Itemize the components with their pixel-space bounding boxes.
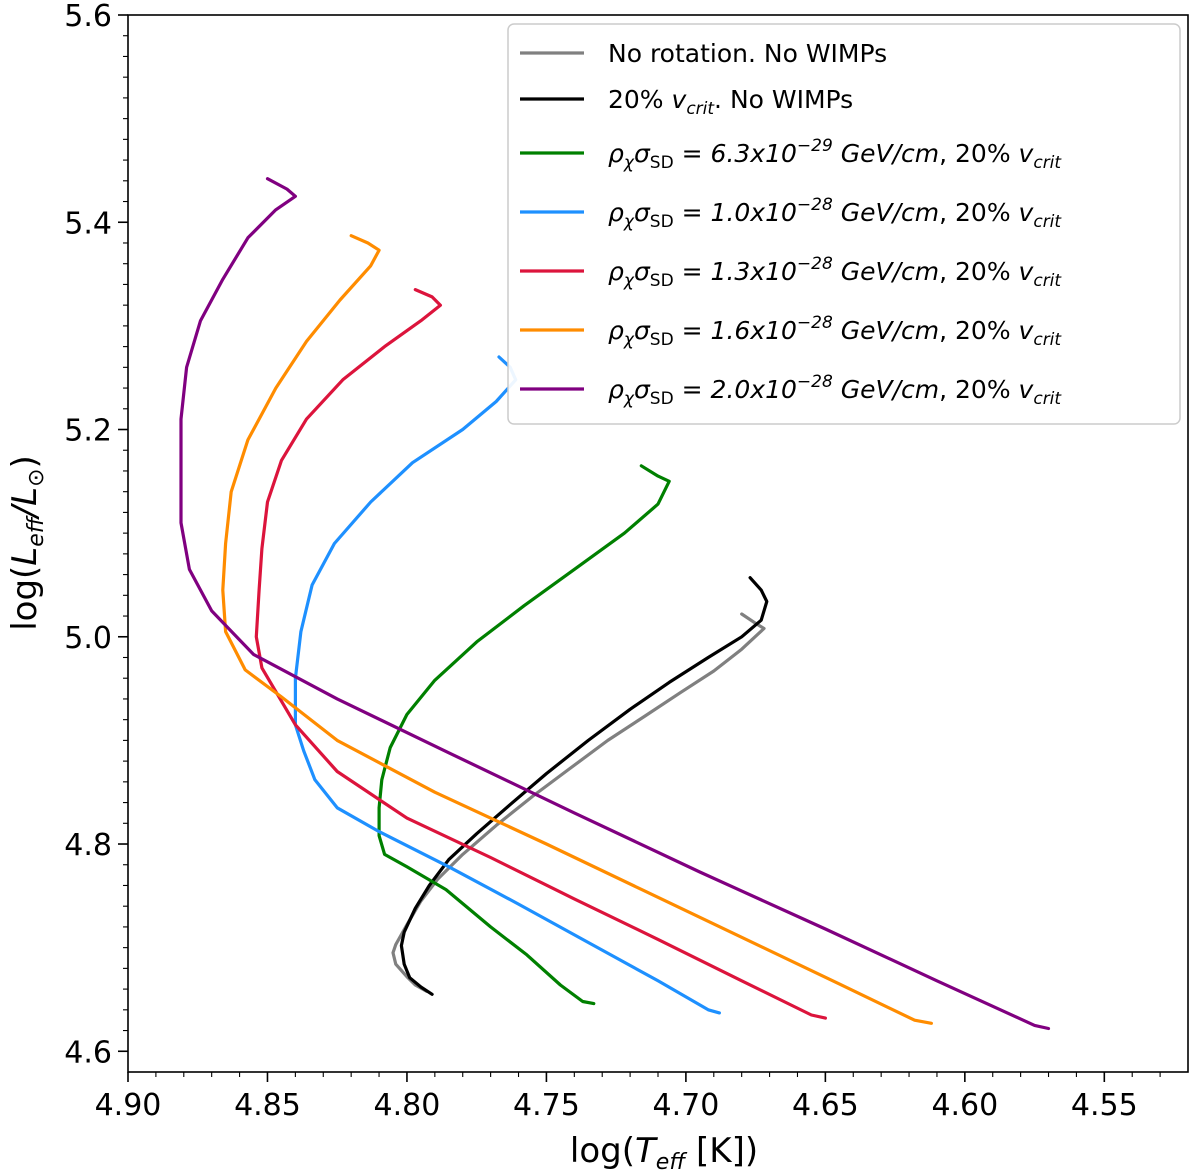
plot-frame xyxy=(127,14,1189,1073)
series-line-1 xyxy=(399,576,769,996)
legend-label-1-3e-28: ρχσSD = 1.3x10−28 GeV/cm, 20% vcrit xyxy=(608,254,1062,291)
y-axis-label: log(Leff/L⊙) xyxy=(5,455,49,631)
x-axis-ticks: 4.90 4.85 4.80 4.75 4.70 4.65 4.60 4.55 xyxy=(95,1072,1161,1123)
y-tick-label: 4.6 xyxy=(64,1035,112,1070)
series-line-0 xyxy=(391,612,766,993)
series-line-2 xyxy=(377,464,671,1006)
series-line-5 xyxy=(221,234,933,1025)
x-tick-label: 4.80 xyxy=(374,1088,441,1123)
x-tick-label: 4.55 xyxy=(1071,1088,1138,1123)
series-line-3 xyxy=(293,355,721,1015)
y-tick-label: 5.0 xyxy=(64,621,112,656)
x-tick-label: 4.60 xyxy=(931,1088,998,1123)
legend-label-20pct-vcrit: 20% vcrit. No WIMPs xyxy=(608,85,853,119)
legend-label-2-0e-28: ρχσSD = 2.0x10−28 GeV/cm, 20% vcrit xyxy=(608,372,1062,409)
x-axis-label: log(Teff [K]) xyxy=(570,1131,758,1174)
series-line-6 xyxy=(179,177,1051,1031)
legend-label-1-6e-28: ρχσSD = 1.6x10−28 GeV/cm, 20% vcrit xyxy=(608,313,1062,350)
legend: No rotation. No WIMPs 20% vcrit. No WIMP… xyxy=(507,23,1181,425)
y-tick-label: 5.6 xyxy=(64,0,112,34)
y-tick-label: 5.4 xyxy=(64,206,112,241)
y-tick-label: 4.8 xyxy=(64,828,112,863)
x-tick-label: 4.85 xyxy=(234,1088,301,1123)
legend-label-1-0e-28: ρχσSD = 1.0x10−28 GeV/cm, 20% vcrit xyxy=(608,195,1062,232)
x-tick-label: 4.65 xyxy=(792,1088,859,1123)
series-line-4 xyxy=(254,288,827,1020)
y-tick-label: 5.2 xyxy=(64,414,112,449)
legend-box xyxy=(507,23,1181,425)
x-tick-label: 4.90 xyxy=(95,1088,162,1123)
series-layer xyxy=(179,177,1051,1031)
legend-label-6-3e-29: ρχσSD = 6.3x10−29 GeV/cm, 20% vcrit xyxy=(608,136,1062,173)
x-tick-label: 4.70 xyxy=(652,1088,719,1123)
legend-label-no-rotation: No rotation. No WIMPs xyxy=(608,39,887,68)
x-tick-label: 4.75 xyxy=(513,1088,580,1123)
y-axis-ticks: 4.6 4.8 5.0 5.2 5.4 5.6 xyxy=(64,0,128,1070)
